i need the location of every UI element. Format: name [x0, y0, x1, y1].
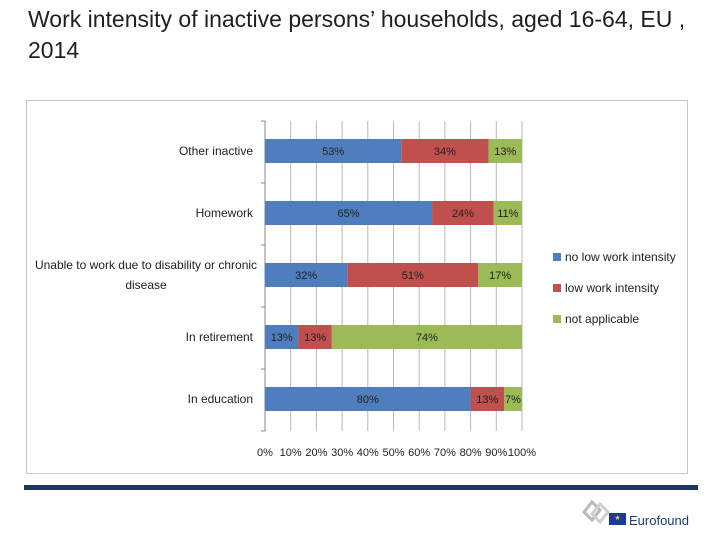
bar-segment: [265, 325, 299, 349]
data-label: 13%: [304, 332, 326, 344]
bar-segment: [347, 263, 479, 287]
data-label: 51%: [402, 270, 424, 282]
eurofound-emblem-icon: [581, 499, 611, 525]
category-label: Other inactive: [179, 144, 253, 158]
legend-label: no low work intensity: [565, 250, 676, 264]
page-title: Work intensity of inactive persons’ hous…: [28, 6, 686, 63]
bar-segment: [401, 139, 489, 163]
bar-segment: [493, 201, 522, 225]
chart-frame: 53% 34% 13% 65% 24% 11% 32% 51% 17% 13% 13% 74% 80% 1…: [26, 100, 688, 474]
x-tick-labels: 0% 10% 20% 30% 40% 50% 60% 70% 80% 90% 100%: [257, 447, 536, 459]
bar-segment: [478, 263, 522, 287]
x-tick-label: 50%: [382, 447, 404, 459]
logo-text: Eurofound: [629, 513, 689, 528]
bar-segment: [504, 387, 522, 411]
legend-label: not applicable: [565, 312, 639, 326]
x-tick-label: 10%: [280, 447, 302, 459]
data-label: 11%: [497, 208, 518, 220]
bar-segment: [265, 263, 348, 287]
data-label: 53%: [322, 146, 344, 158]
x-tick-label: 100%: [508, 447, 536, 459]
category-label: In retirement: [186, 330, 254, 344]
category-label: Unable to work due to disability or chro…: [35, 258, 257, 272]
data-label: 13%: [271, 332, 293, 344]
category-label: In education: [188, 392, 253, 406]
data-label: 17%: [489, 270, 511, 282]
data-label: 13%: [476, 394, 498, 406]
x-tick-label: 80%: [460, 447, 482, 459]
data-label: 65%: [338, 208, 360, 220]
stacked-bar-chart: 53% 34% 13% 65% 24% 11% 32% 51% 17% 13% 13% 74% 80% 1…: [35, 120, 676, 459]
data-label: 7%: [505, 394, 521, 406]
bar-segment: [488, 139, 522, 163]
x-tick-label: 70%: [434, 447, 456, 459]
bar-segment: [331, 325, 522, 349]
data-label: 13%: [494, 146, 516, 158]
data-label: 80%: [357, 394, 379, 406]
legend-swatch: [553, 253, 561, 261]
bar-segment: [265, 387, 471, 411]
x-tick-label: 0%: [257, 447, 273, 459]
category-label: Homework: [196, 206, 254, 220]
legend: no low work intensity low work intensity n…: [553, 250, 676, 326]
x-tick-label: 40%: [357, 447, 379, 459]
x-tick-label: 60%: [408, 447, 430, 459]
data-labels: 53% 34% 13% 65% 24% 11% 32% 51% 17% 13% 13% 74% 80% 1…: [271, 146, 521, 406]
legend-swatch: [553, 315, 561, 323]
data-label: 32%: [295, 270, 317, 282]
data-label: 24%: [452, 208, 474, 220]
category-label: disease: [125, 278, 167, 292]
bar-segment: [470, 387, 505, 411]
legend-swatch: [553, 284, 561, 292]
bar-segment: [298, 325, 332, 349]
data-label: 34%: [434, 146, 456, 158]
bar-segment: [265, 139, 402, 163]
x-tick-label: 30%: [331, 447, 353, 459]
bar-segment: [265, 201, 433, 225]
x-tick-label: 20%: [305, 447, 327, 459]
bars: [265, 139, 522, 411]
data-label: 74%: [416, 332, 438, 344]
bar-segment: [432, 201, 494, 225]
x-tick-label: 90%: [485, 447, 507, 459]
category-labels: Other inactive Homework Unable to work due…: [35, 144, 257, 406]
eurofound-logo: ★ Eurofound: [578, 496, 703, 530]
legend-label: low work intensity: [565, 281, 659, 295]
eu-flag-icon: ★: [609, 513, 626, 525]
footer-rule: [24, 485, 698, 490]
